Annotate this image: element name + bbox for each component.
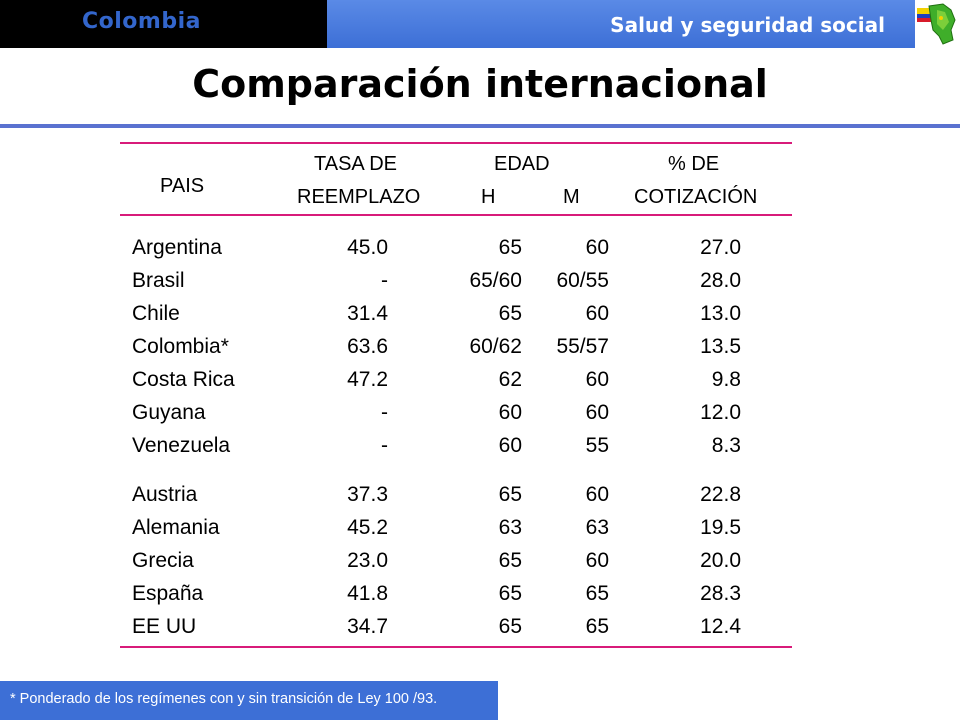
section-label: Salud y seguridad social	[610, 13, 885, 37]
cell-pais: Chile	[132, 302, 180, 325]
cell-pais: Costa Rica	[132, 368, 235, 391]
cell-edad-h: 60	[498, 434, 522, 457]
cell-pais: Grecia	[132, 549, 194, 572]
cell-edad-h: 60/62	[469, 335, 522, 358]
cell-pais: Venezuela	[132, 434, 231, 457]
title-divider	[0, 124, 960, 128]
cell-cotizacion: 19.5	[700, 516, 741, 539]
cell-tasa: -	[381, 401, 388, 424]
cell-cotizacion: 12.4	[700, 615, 741, 638]
cell-edad-h: 65/60	[469, 269, 522, 292]
cell-cotizacion: 20.0	[700, 549, 741, 572]
cell-cotizacion: 22.8	[700, 483, 741, 506]
cell-cotizacion: 13.5	[700, 335, 741, 358]
cell-edad-m: 55/57	[556, 335, 609, 358]
cell-pais: Brasil	[132, 269, 185, 292]
cell-edad-m: 60	[585, 368, 609, 391]
cell-cotizacion: 27.0	[700, 236, 741, 259]
cell-edad-h: 65	[498, 582, 522, 605]
cell-tasa: 34.7	[347, 615, 388, 638]
cell-edad-m: 60	[585, 302, 609, 325]
footnote-text: * Ponderado de los regímenes con y sin t…	[10, 691, 438, 707]
country-label: Colombia	[82, 9, 201, 34]
cell-edad-h: 65	[498, 302, 522, 325]
country-banner: Colombia	[0, 0, 327, 48]
cell-pais: Colombia*	[132, 335, 229, 358]
cell-tasa: 37.3	[347, 483, 388, 506]
header-tasa-line1: TASA DE	[314, 153, 397, 175]
cell-edad-m: 65	[585, 615, 609, 638]
cell-pais: Austria	[132, 483, 198, 506]
cell-tasa: 41.8	[347, 582, 388, 605]
header-edad-h: H	[481, 186, 496, 208]
cell-edad-h: 65	[498, 549, 522, 572]
cell-edad-h: 65	[498, 483, 522, 506]
header-edad-m: M	[563, 186, 580, 208]
cell-edad-m: 60	[585, 483, 609, 506]
cell-edad-h: 62	[498, 368, 522, 391]
section-banner: Salud y seguridad social	[327, 0, 915, 48]
footnote-banner: * Ponderado de los regímenes con y sin t…	[0, 681, 498, 720]
table-header-rule	[120, 214, 792, 216]
header-edad: EDAD	[494, 153, 550, 175]
table-top-rule	[120, 142, 792, 144]
cell-tasa: 47.2	[347, 368, 388, 391]
page-title: Comparación internacional	[192, 62, 768, 106]
cell-tasa: 63.6	[347, 335, 388, 358]
cell-edad-m: 63	[585, 516, 609, 539]
cell-cotizacion: 28.3	[700, 582, 741, 605]
cell-pais: EE UU	[132, 615, 197, 638]
cell-tasa: -	[381, 269, 388, 292]
header-pais: PAIS	[160, 175, 205, 197]
cell-pais: España	[132, 582, 204, 605]
cell-edad-m: 60	[585, 549, 609, 572]
cell-edad-h: 63	[498, 516, 522, 539]
cell-edad-h: 65	[498, 615, 522, 638]
cell-tasa: 45.0	[347, 236, 388, 259]
cell-cotizacion: 12.0	[700, 401, 741, 424]
cell-edad-h: 65	[498, 236, 522, 259]
header-cot-line2: COTIZACIÓN	[634, 186, 758, 208]
cell-pais: Guyana	[132, 401, 206, 424]
cell-edad-m: 60	[585, 236, 609, 259]
cell-edad-m: 65	[585, 582, 609, 605]
cell-cotizacion: 13.0	[700, 302, 741, 325]
cell-tasa: 23.0	[347, 549, 388, 572]
cell-tasa: 31.4	[347, 302, 388, 325]
cell-cotizacion: 9.8	[711, 368, 741, 391]
cell-edad-h: 60	[498, 401, 522, 424]
cell-tasa: -	[381, 434, 388, 457]
cell-edad-m: 60/55	[556, 269, 609, 292]
cell-edad-m: 60	[585, 401, 609, 424]
cell-pais: Argentina	[132, 236, 222, 259]
top-bar: Colombia Salud y seguridad social	[0, 0, 960, 48]
colombia-map-flag-icon	[915, 0, 960, 48]
cell-edad-m: 55	[585, 434, 609, 457]
cell-tasa: 45.2	[347, 516, 388, 539]
cell-cotizacion: 28.0	[700, 269, 741, 292]
table-bottom-rule	[120, 646, 792, 648]
cell-pais: Alemania	[132, 516, 220, 539]
header-tasa-line2: REEMPLAZO	[297, 186, 421, 208]
cell-cotizacion: 8.3	[711, 434, 741, 457]
header-cot-line1: % DE	[668, 153, 720, 175]
